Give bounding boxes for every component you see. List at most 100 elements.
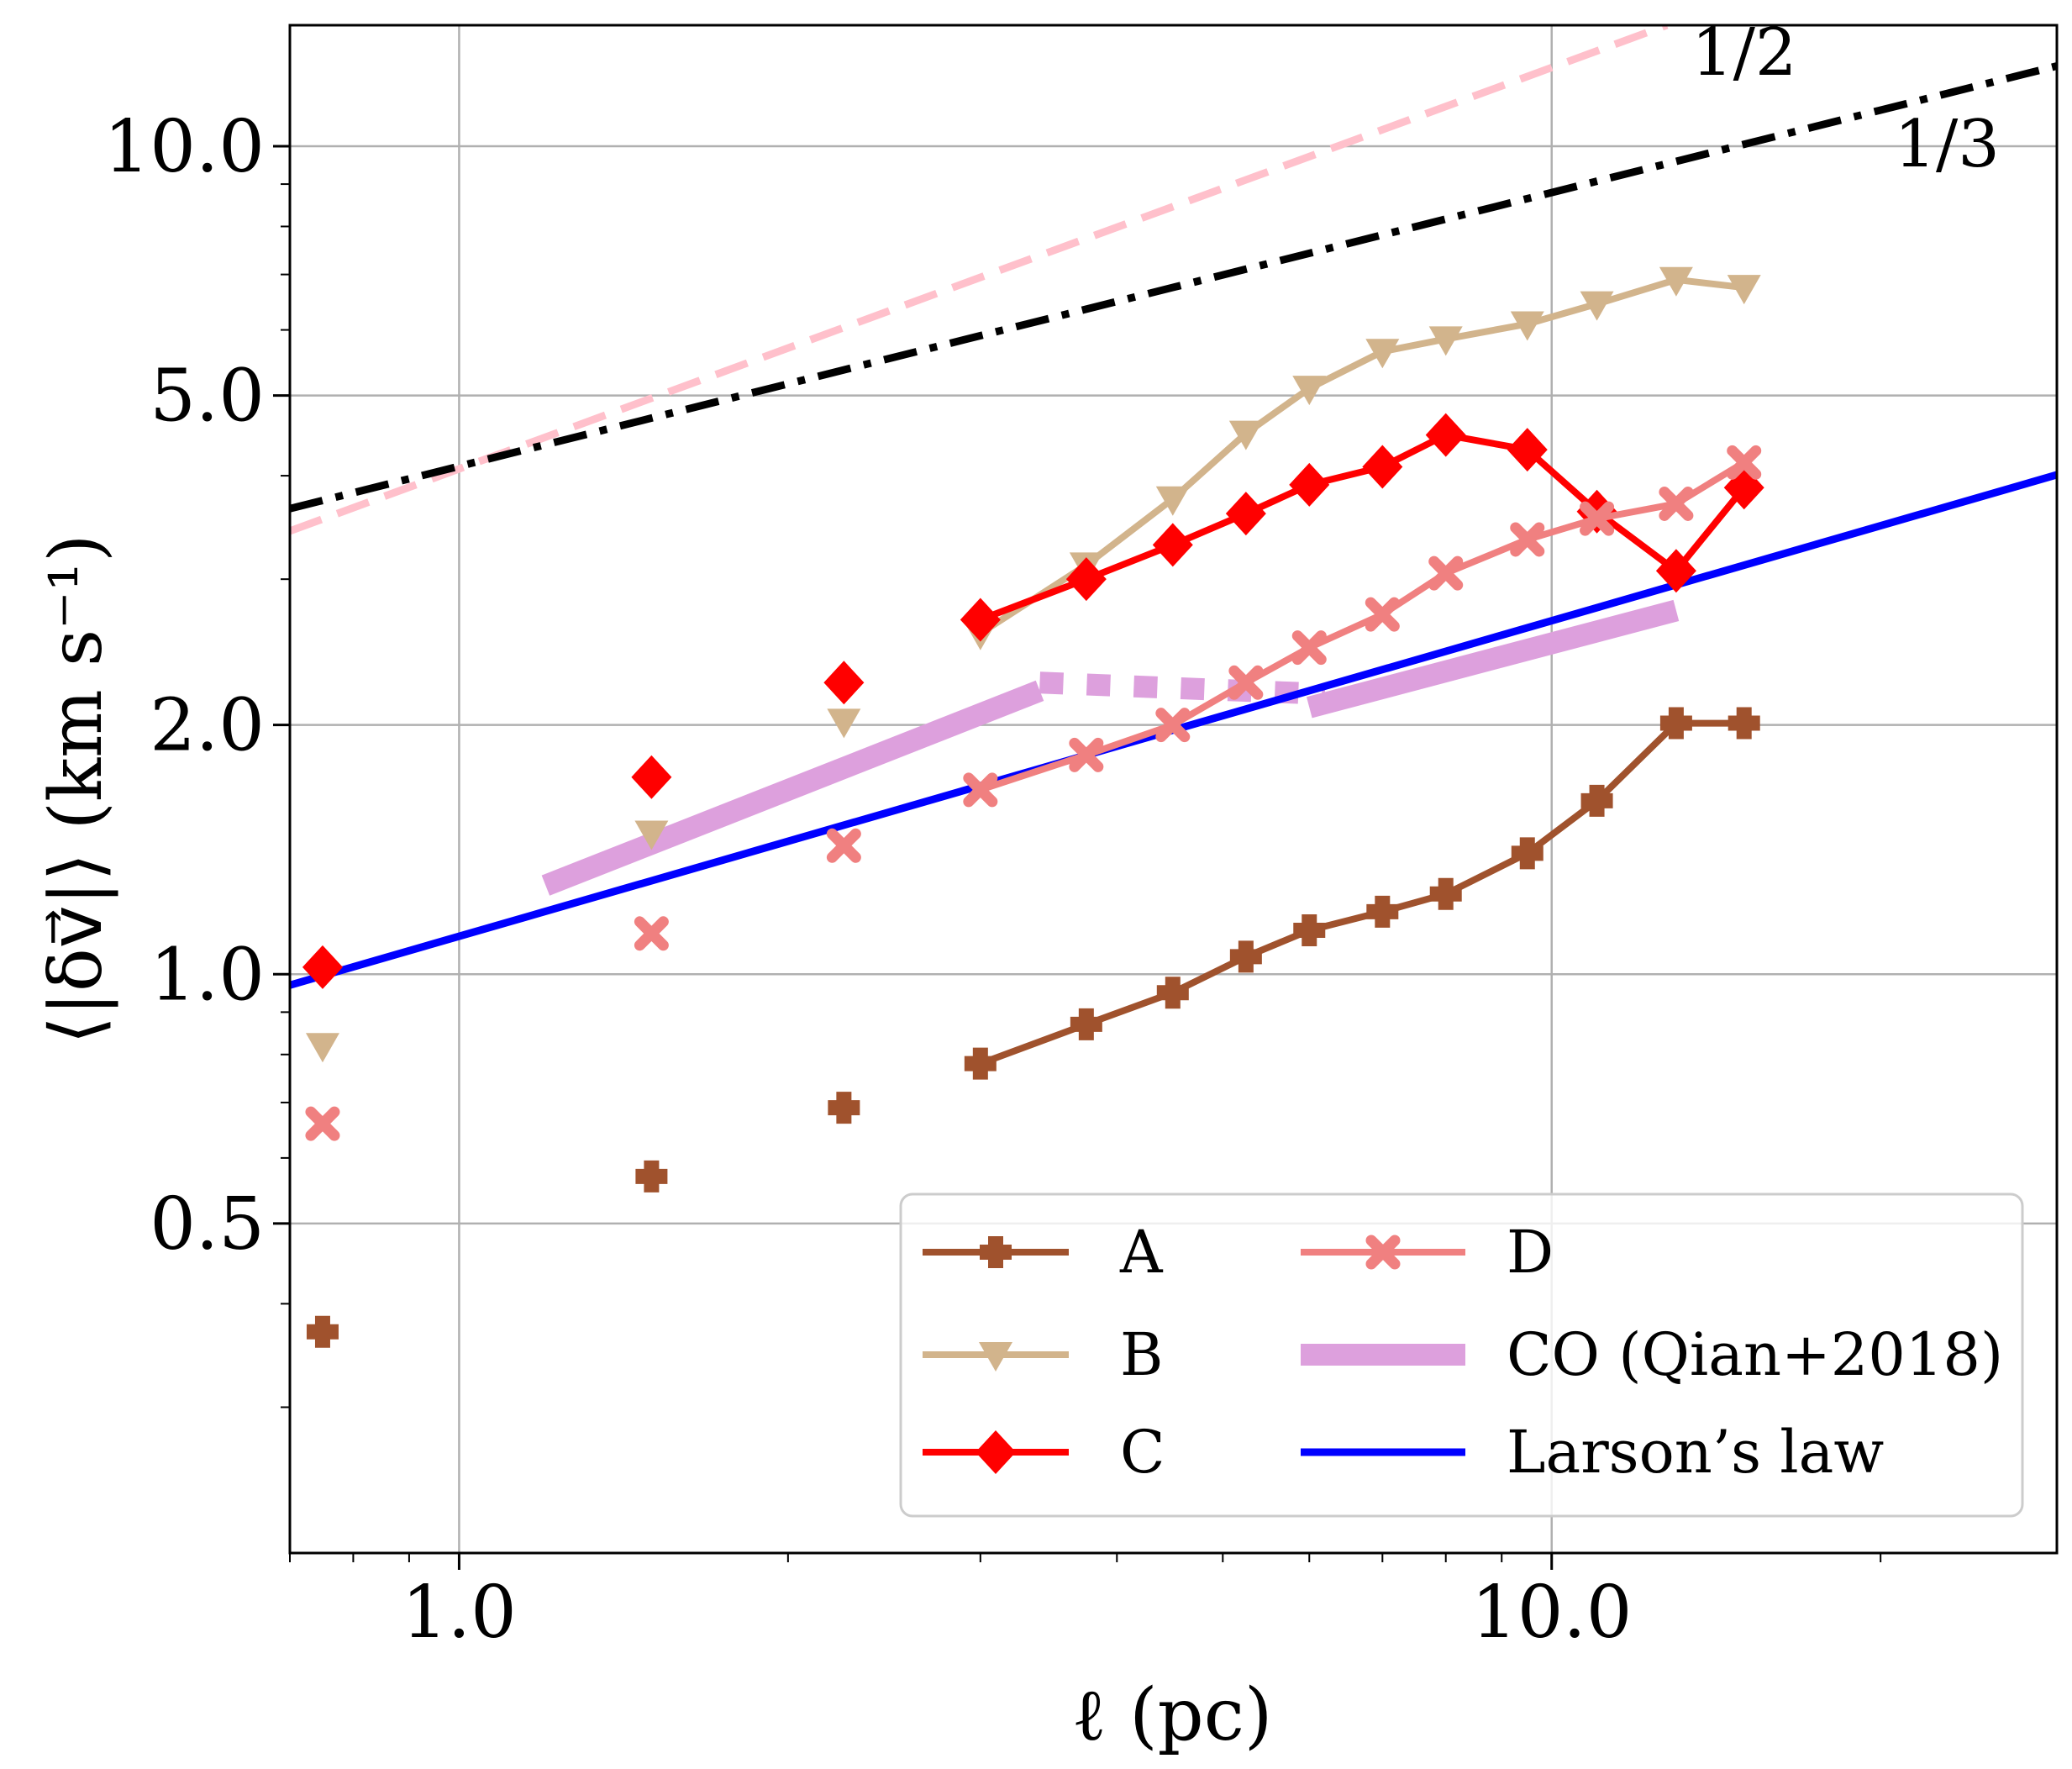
series-d-point	[1510, 522, 1545, 557]
series-d-point	[1428, 555, 1464, 591]
series-b-point	[1580, 291, 1614, 321]
x-marker-stroke	[1580, 501, 1615, 536]
series-c-point	[1507, 428, 1548, 472]
x-marker-stroke	[634, 916, 669, 951]
series-b-point	[634, 820, 669, 850]
legend-entry: CO (Qian+2018)	[1301, 1320, 2003, 1389]
x-marker-stroke	[826, 828, 861, 863]
x-marker-stroke	[1069, 737, 1104, 772]
y-tick-label: 10.0	[104, 105, 265, 189]
series-a-point	[1070, 1008, 1102, 1040]
x-marker-stroke	[1659, 486, 1694, 521]
series-a-point	[635, 1160, 668, 1192]
series-c-point	[631, 755, 672, 799]
x-marker-stroke	[1428, 555, 1464, 591]
series-d-point	[826, 828, 861, 863]
series-b-point	[827, 708, 861, 739]
series-d-point	[1069, 737, 1104, 772]
legend-label: B	[1120, 1320, 1163, 1389]
x-marker-stroke	[1365, 597, 1400, 632]
plot-area	[290, 25, 2057, 1348]
series-c-point	[823, 661, 865, 705]
series-c-point	[1225, 492, 1266, 536]
legend-entry: D	[1301, 1218, 1554, 1287]
y-tick-label: 5.0	[150, 355, 265, 439]
legend-marker	[976, 1430, 1016, 1474]
series-c-point	[1655, 549, 1696, 593]
legend-entry: B	[923, 1320, 1163, 1389]
series-b-point	[305, 1033, 339, 1063]
x-marker-stroke	[1365, 1235, 1401, 1270]
series-a-point	[1659, 707, 1692, 740]
plot-frame	[288, 24, 2059, 1555]
x-tick-label: 1.0	[402, 1571, 517, 1655]
x-tick-label: 10.0	[1471, 1571, 1632, 1655]
x-marker-stroke	[1155, 708, 1191, 743]
series-d-point	[1155, 708, 1191, 743]
series-c-point	[960, 598, 1001, 642]
legend-entry: A	[923, 1218, 1164, 1287]
axis-labels: ℓ (pc) ⟨|δv⃗|⟩ (km s⁻¹)	[34, 534, 1272, 1757]
co-qian2018-segment	[541, 680, 1044, 896]
series-a-line	[979, 719, 1744, 1067]
legend-label: Larson’s law	[1507, 1418, 1884, 1487]
series-a-point	[1229, 940, 1262, 973]
series-d-point	[963, 772, 998, 808]
y-tick-label: 0.5	[150, 1182, 265, 1266]
co-qian2018-segment	[1039, 671, 1326, 705]
slope-label: 1/3	[1894, 107, 2000, 182]
series-a-point	[1580, 784, 1613, 817]
series-d-point	[1365, 597, 1400, 632]
legend-entry: C	[923, 1418, 1165, 1487]
series-d-point	[1659, 486, 1694, 521]
series-c-point	[1152, 523, 1193, 567]
series-a-point	[1429, 877, 1462, 910]
series-c-point	[302, 945, 343, 989]
series-c-line	[979, 431, 1747, 624]
y-tick-label: 1.0	[150, 933, 265, 1017]
x-marker-stroke	[1228, 665, 1264, 700]
y-tick-label: 2.0	[150, 684, 265, 768]
x-marker-stroke	[305, 1106, 340, 1141]
series-b-point	[1727, 275, 1761, 305]
series-c-point	[1289, 462, 1330, 507]
slope-1-2-line	[290, 25, 1669, 535]
series-b-point	[1510, 311, 1544, 341]
series-d-point	[634, 916, 669, 951]
series-a-point	[1511, 837, 1543, 870]
series-a-point	[964, 1047, 997, 1080]
series-a-point	[1293, 913, 1326, 946]
x-marker-stroke	[1727, 445, 1762, 480]
legend-marker	[1365, 1235, 1401, 1270]
series-b-point	[1155, 486, 1190, 516]
y-axis-label: ⟨|δv⃗|⟩ (km s⁻¹)	[34, 534, 118, 1044]
axis-ticks: 1.0 10.0 0.5 1.0 2.0 5.0 10.0	[104, 105, 1882, 1655]
series-d-point	[1580, 501, 1615, 536]
co-qian2018-segment	[1306, 599, 1680, 719]
series-b-point	[1659, 266, 1693, 297]
x-marker-stroke	[1510, 522, 1545, 557]
series-b-point	[1292, 376, 1327, 406]
series-d-point	[1727, 445, 1762, 480]
series-a-point	[1366, 895, 1399, 928]
series-b-point	[1365, 339, 1400, 369]
legend-label: D	[1507, 1218, 1554, 1287]
legend-marker	[980, 1236, 1012, 1268]
series-d-point	[1291, 630, 1327, 666]
series-c-point	[1362, 445, 1403, 489]
slope-label: 1/2	[1691, 15, 1797, 91]
series-c-point	[1425, 413, 1466, 457]
legend: ABC D CO (Qian+2018) Larson’s law	[899, 1192, 2024, 1518]
legend-entry: Larson’s law	[1301, 1418, 1884, 1487]
series-a-point	[1728, 707, 1760, 740]
slope-1-3-line	[290, 62, 2057, 513]
series-d-point	[1228, 665, 1264, 700]
series-b-point	[1228, 420, 1263, 450]
series-a-point	[1156, 977, 1189, 1009]
legend-marker	[979, 1342, 1012, 1372]
legend-label: C	[1120, 1418, 1165, 1487]
series-a-point	[306, 1315, 339, 1348]
x-marker-stroke	[963, 772, 998, 808]
series-a-point	[828, 1092, 860, 1124]
